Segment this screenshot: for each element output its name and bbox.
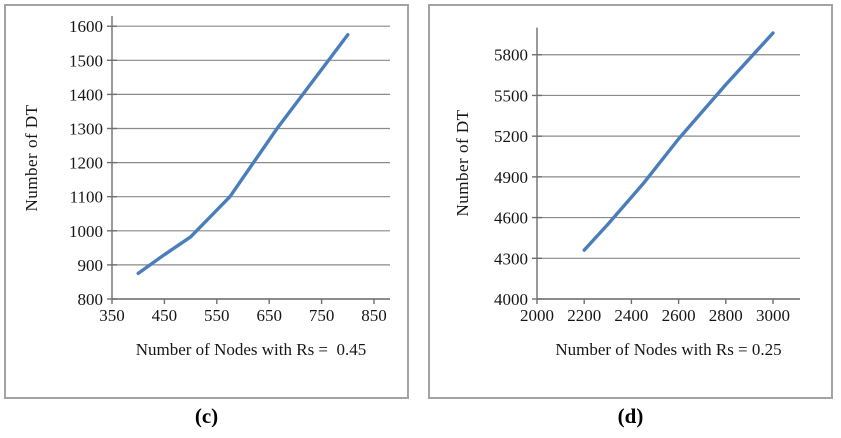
y-tick-label: 800: [78, 290, 104, 309]
x-tick-label: 350: [99, 306, 125, 325]
y-tick-label: 1500: [69, 51, 103, 70]
subfigure-caption-d: (d): [617, 404, 644, 428]
y-tick-label: 900: [78, 256, 104, 275]
x-tick-label: 550: [204, 306, 230, 325]
line-chart-c: 800 900 1000 1100 1200 1300 1400 1500 1600 350 450…: [69, 15, 390, 325]
y-tick-label: 4600: [494, 209, 528, 228]
y-axis-title-c: Number of DT: [22, 104, 41, 212]
x-tick-label: 750: [309, 306, 335, 325]
y-tick-label: 4900: [494, 168, 528, 187]
x-tick-label: 450: [152, 306, 178, 325]
y-tick-label: 4000: [494, 290, 528, 309]
x-tick-label: 2400: [614, 306, 648, 325]
y-tick-label: 5200: [494, 127, 528, 146]
subfigure-caption-c: (c): [194, 404, 219, 428]
x-tick-label: 2800: [709, 306, 743, 325]
y-axis-title-d: Number of DT: [453, 109, 472, 217]
y-tick-label: 4300: [494, 249, 528, 268]
y-tick-label: 5500: [494, 86, 528, 105]
line-chart-d: 4000 4300 4600 4900 5200 5500 5800 2000 2200 2400…: [494, 27, 800, 325]
chart-panel-c: 800 900 1000 1100 1200 1300 1400 1500 1600 350 450…: [4, 4, 409, 399]
x-tick-label: 2600: [662, 306, 696, 325]
y-tick-label: 1000: [69, 222, 103, 241]
y-tick-label: 1600: [69, 17, 103, 36]
y-tick-label: 1300: [69, 120, 103, 139]
data-series-line: [136, 33, 350, 276]
y-tick-label: 1100: [70, 188, 103, 207]
x-tick-label: 3000: [756, 306, 790, 325]
x-tick-label: 850: [361, 306, 387, 325]
chart-panel-d: 4000 4300 4600 4900 5200 5500 5800 2000 2200 2400…: [428, 4, 833, 399]
x-axis-title-d: Number of Nodes with Rs = 0.25: [555, 340, 782, 359]
x-axis-title-c: Number of Nodes with Rs = 0.45: [135, 340, 367, 359]
x-tick-label: 2200: [567, 306, 601, 325]
x-tick-label: 650: [256, 306, 282, 325]
x-tick-label: 2000: [520, 306, 554, 325]
y-tick-label: 5800: [494, 46, 528, 65]
data-series-line: [582, 31, 775, 252]
y-tick-label: 1200: [69, 154, 103, 173]
y-tick-label: 1400: [69, 85, 103, 104]
